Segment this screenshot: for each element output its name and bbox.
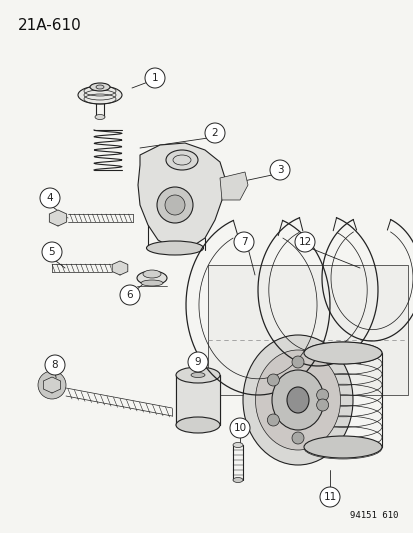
Circle shape	[145, 68, 165, 88]
Circle shape	[233, 232, 254, 252]
Circle shape	[165, 195, 185, 215]
Circle shape	[316, 399, 328, 411]
Circle shape	[40, 188, 60, 208]
Text: 1: 1	[151, 73, 158, 83]
Ellipse shape	[142, 270, 161, 278]
Circle shape	[267, 374, 279, 386]
Ellipse shape	[90, 83, 110, 91]
Circle shape	[267, 414, 279, 426]
Circle shape	[38, 371, 66, 399]
Ellipse shape	[271, 370, 323, 430]
Ellipse shape	[233, 442, 242, 448]
Text: 9: 9	[194, 357, 201, 367]
Text: 6: 6	[126, 290, 133, 300]
Ellipse shape	[95, 115, 105, 119]
Text: 21A-610: 21A-610	[18, 18, 81, 33]
Ellipse shape	[303, 342, 381, 364]
Circle shape	[319, 487, 339, 507]
Text: 12: 12	[298, 237, 311, 247]
Circle shape	[230, 418, 249, 438]
Polygon shape	[49, 210, 66, 226]
Ellipse shape	[303, 436, 381, 458]
Circle shape	[157, 187, 192, 223]
Polygon shape	[43, 377, 61, 393]
Text: 8: 8	[52, 360, 58, 370]
Bar	[207, 265, 407, 395]
Text: 10: 10	[233, 423, 246, 433]
Circle shape	[120, 285, 140, 305]
Text: 4: 4	[47, 193, 53, 203]
Text: 3: 3	[276, 165, 282, 175]
Ellipse shape	[141, 280, 163, 286]
Ellipse shape	[137, 271, 166, 285]
Ellipse shape	[255, 350, 339, 450]
Ellipse shape	[176, 367, 219, 383]
Circle shape	[291, 432, 303, 444]
Circle shape	[42, 242, 62, 262]
Ellipse shape	[286, 387, 308, 413]
Text: 7: 7	[240, 237, 247, 247]
Ellipse shape	[166, 150, 197, 170]
Text: 5: 5	[49, 247, 55, 257]
Polygon shape	[138, 143, 224, 248]
Polygon shape	[112, 261, 128, 275]
Ellipse shape	[96, 85, 104, 89]
Ellipse shape	[146, 241, 203, 255]
Ellipse shape	[233, 478, 242, 482]
Ellipse shape	[78, 86, 122, 104]
Text: 2: 2	[211, 128, 218, 138]
Bar	[176, 375, 219, 425]
Text: 94151 610: 94151 610	[349, 511, 397, 520]
Circle shape	[291, 356, 303, 368]
Ellipse shape	[190, 373, 204, 377]
Circle shape	[294, 232, 314, 252]
Circle shape	[204, 123, 224, 143]
Ellipse shape	[176, 417, 219, 433]
Circle shape	[188, 352, 207, 372]
Text: 11: 11	[323, 492, 336, 502]
Circle shape	[316, 389, 328, 401]
Ellipse shape	[242, 335, 352, 465]
Circle shape	[45, 355, 65, 375]
Polygon shape	[219, 172, 247, 200]
Circle shape	[269, 160, 289, 180]
